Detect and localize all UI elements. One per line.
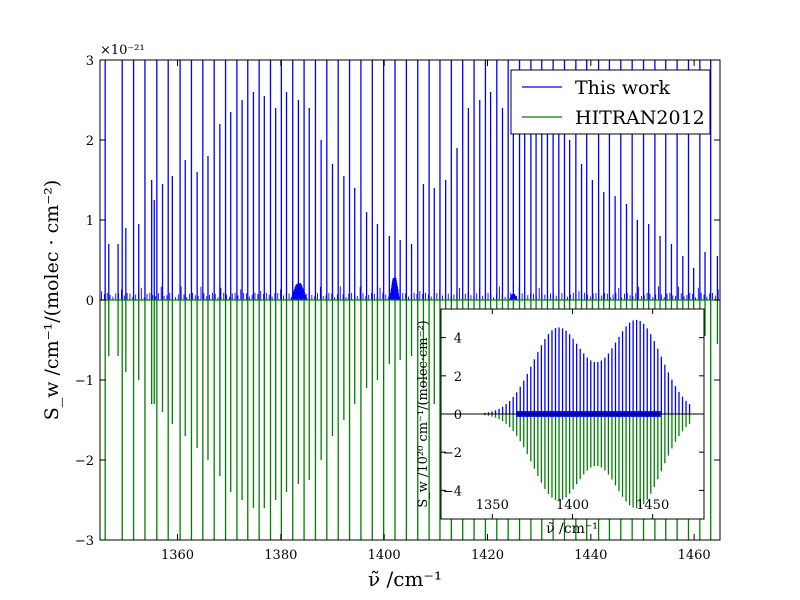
y-tick-label-0: −3 (75, 534, 94, 549)
y-axis-ticks: −3 −2 −1 0 1 2 3 (75, 54, 720, 549)
y-tick-label-1: −2 (75, 454, 94, 469)
inset-x-label: ν̃ /cm⁻¹ (546, 521, 598, 537)
x-tick-label-0: 1360 (161, 548, 194, 563)
y-multiplier: ×10⁻²¹ (100, 43, 145, 58)
inset-x-tick-label-1: 1400 (556, 498, 589, 513)
x-tick-label-4: 1440 (574, 548, 607, 563)
legend-hitran-label: HITRAN2012 (575, 107, 705, 129)
main-plot: 1360 1380 1400 1420 1440 1460 −3 −2 −1 0 1 2 3 ×10⁻… (41, 43, 721, 591)
inset-y-label: S_w /10²⁰ cm⁻¹/(molec·cm⁻²) (416, 320, 431, 507)
inset-hitran-series (484, 414, 691, 509)
inset-y-tick-label-0: −4 (443, 484, 462, 499)
inset-y-tick-label-2: 0 (454, 408, 462, 423)
x-tick-label-1: 1380 (264, 548, 297, 563)
y-tick-label-5: 2 (86, 134, 94, 149)
legend-this-work-label: This work (575, 77, 671, 99)
q-branch-clusters (101, 276, 719, 300)
y-axis-label: S_w /cm⁻¹/(molec · cm⁻²) (41, 180, 63, 421)
inset-y-tick-label-1: −2 (443, 446, 462, 461)
y-tick-label-3: 0 (86, 294, 94, 309)
legend-box (510, 69, 711, 135)
inset-x-tick-label-0: 1350 (476, 498, 509, 513)
y-tick-label-6: 3 (86, 54, 94, 69)
inset-y-ticks: −4 −2 0 2 4 (441, 332, 704, 499)
inset-x-ticks: 1350 1400 1450 (476, 309, 669, 519)
y-tick-label-2: −1 (75, 374, 94, 389)
inset-y-tick-label-3: 2 (454, 370, 462, 385)
inset-plot: 1350 1400 1450 −4 −2 0 2 4 ν̃ /cm⁻¹ S_w /10²⁰ … (416, 308, 705, 537)
this-work-series (104, 60, 719, 300)
x-axis-ticks: 1360 1380 1400 1420 1440 1460 (161, 60, 711, 563)
x-tick-label-3: 1420 (471, 548, 504, 563)
x-axis-label: ν̃ /cm⁻¹ (368, 567, 442, 591)
y-tick-label-4: 1 (86, 214, 94, 229)
inset-x-tick-label-2: 1450 (636, 498, 669, 513)
x-tick-label-2: 1400 (368, 548, 401, 563)
legend: This work HITRAN2012 (510, 69, 711, 135)
x-tick-label-5: 1460 (678, 548, 711, 563)
inset-y-tick-label-4: 4 (454, 332, 462, 347)
